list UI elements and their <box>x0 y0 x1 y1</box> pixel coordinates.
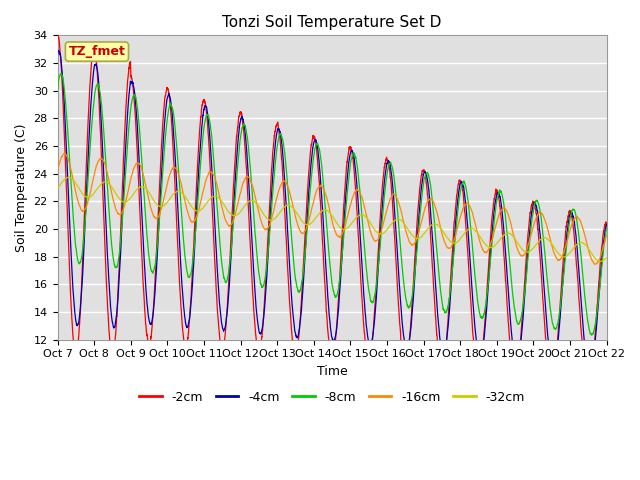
Legend: -2cm, -4cm, -8cm, -16cm, -32cm: -2cm, -4cm, -8cm, -16cm, -32cm <box>134 385 530 408</box>
Title: Tonzi Soil Temperature Set D: Tonzi Soil Temperature Set D <box>222 15 442 30</box>
X-axis label: Time: Time <box>317 365 348 378</box>
Text: TZ_fmet: TZ_fmet <box>68 45 125 58</box>
Y-axis label: Soil Temperature (C): Soil Temperature (C) <box>15 123 28 252</box>
